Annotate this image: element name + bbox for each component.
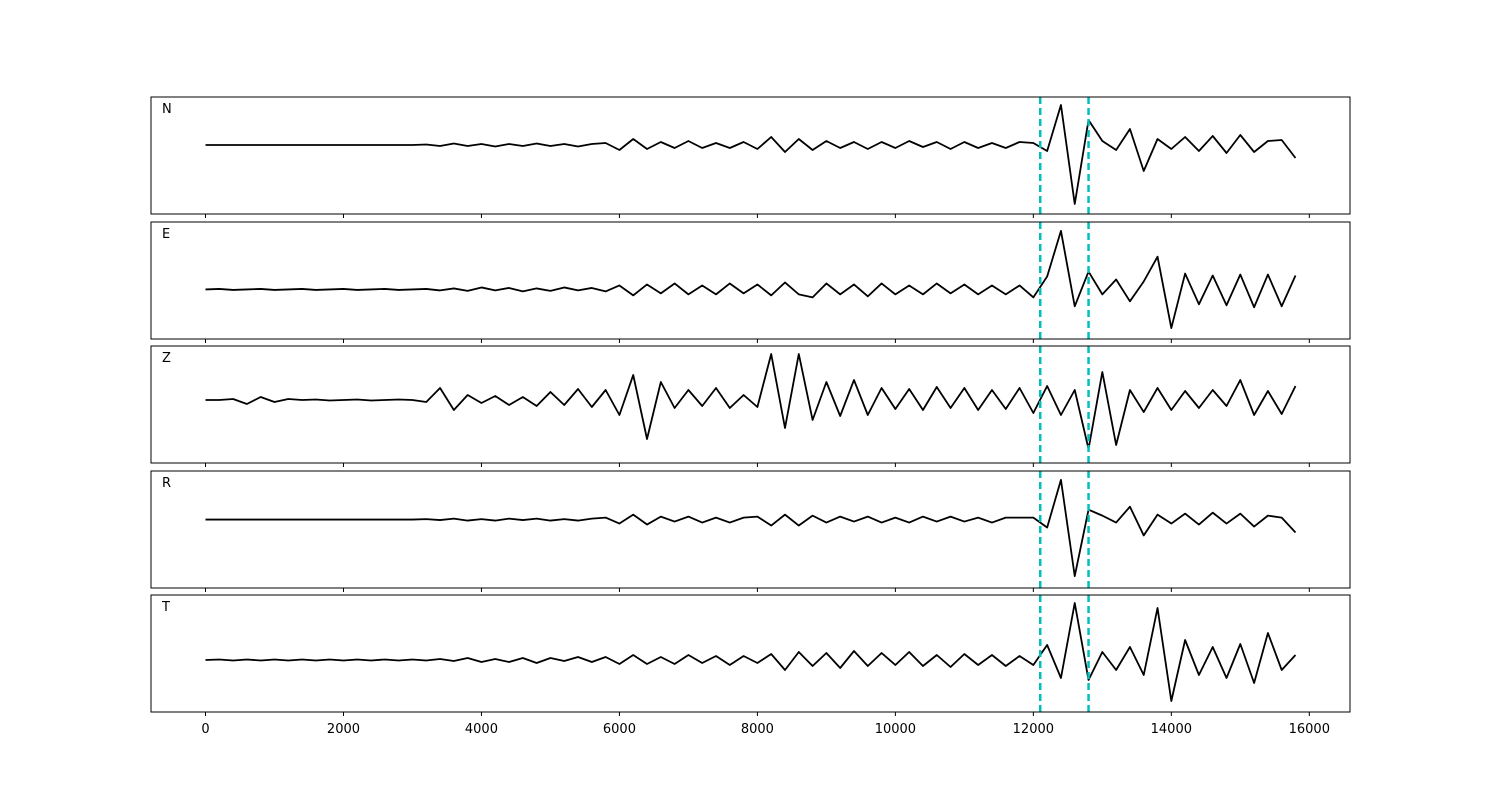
panel-label: Z xyxy=(162,351,171,366)
x-tick-label: 14000 xyxy=(1151,722,1192,737)
panel-frame xyxy=(150,470,1351,589)
panel-frame xyxy=(150,594,1351,713)
x-tick-label: 8000 xyxy=(741,722,774,737)
panel-label: E xyxy=(162,227,170,242)
x-tick-label: 4000 xyxy=(465,722,498,737)
panel-frame xyxy=(150,96,1351,215)
panel-label: R xyxy=(162,476,171,491)
trace xyxy=(205,353,1297,450)
panel-label: T xyxy=(161,600,170,615)
trace xyxy=(205,230,1297,329)
panel-frame xyxy=(150,345,1351,464)
x-tick-label: 2000 xyxy=(327,722,360,737)
panel-frame xyxy=(150,221,1351,340)
trace xyxy=(205,104,1297,205)
trace xyxy=(205,602,1297,702)
x-tick-label: 12000 xyxy=(1013,722,1054,737)
panel-label: N xyxy=(162,102,172,117)
x-tick-label: 16000 xyxy=(1289,722,1330,737)
trace xyxy=(205,479,1297,577)
x-tick-label: 0 xyxy=(201,722,209,737)
x-tick-label: 6000 xyxy=(603,722,636,737)
x-tick-label: 10000 xyxy=(875,722,916,737)
